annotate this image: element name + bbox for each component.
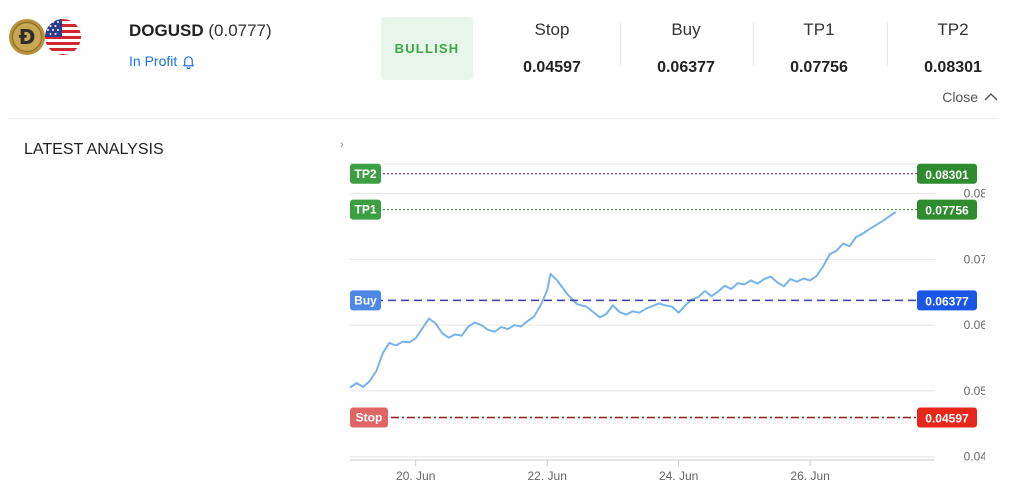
- y-tick-label: 0.06: [964, 318, 985, 332]
- level-value-label: 0.04597: [925, 411, 969, 425]
- level-value-label: 0.06377: [925, 294, 969, 308]
- price-series-line: [349, 211, 897, 389]
- x-tick-label: 22. Jun: [528, 469, 567, 483]
- close-label: Close: [942, 89, 978, 105]
- level-tp1: TP1 0.07756: [754, 20, 884, 77]
- y-tick-label: 0.08: [964, 187, 985, 201]
- level-tag-label: Stop: [356, 410, 383, 424]
- level-buy-label: Buy: [671, 20, 701, 39]
- x-tick-label: 20. Jun: [396, 469, 435, 483]
- divider: [620, 22, 621, 66]
- level-value-tag: [917, 290, 977, 311]
- level-value-label: 0.08301: [925, 168, 969, 182]
- level-stop-value: 0.04597: [523, 59, 581, 76]
- level-tp1-label: TP1: [803, 20, 835, 39]
- level-tp2: TP2 0.08301: [888, 20, 1018, 77]
- instrument-price: (0.0777): [208, 21, 272, 40]
- chevron-up-icon: [984, 93, 998, 101]
- y-tick-label: 0.04: [964, 450, 985, 464]
- level-stop-label: Stop: [534, 20, 570, 39]
- x-tick-label: 26. Jun: [790, 469, 829, 483]
- trade-status-label: In Profit: [129, 53, 178, 69]
- divider: [753, 22, 754, 66]
- instrument-title: DOGUSD (0.0777): [129, 21, 272, 41]
- price-chart: 0.08 0.07 0.06 0.05 0.04 20. Jun 22. Jun 24. Ju…: [349, 163, 985, 483]
- level-value-label: 0.07756: [925, 204, 969, 218]
- level-buy: Buy 0.06377: [621, 20, 751, 77]
- level-tag-label: TP2: [354, 167, 376, 181]
- chevron-right-icon[interactable]: ›: [340, 139, 344, 151]
- level-tag-label: TP1: [354, 203, 376, 217]
- y-tick-label: 0.05: [964, 384, 985, 398]
- level-tp2-label: TP2: [937, 20, 969, 39]
- divider: [887, 22, 888, 66]
- level-tag-buy: [350, 290, 381, 311]
- bell-icon[interactable]: [181, 54, 196, 69]
- level-tag-stop: [350, 407, 388, 428]
- y-tick-label: 0.07: [964, 252, 985, 266]
- level-value-tag: [917, 199, 977, 220]
- header-divider: [8, 118, 998, 119]
- svg-text:Ð: Ð: [19, 25, 36, 49]
- level-stop: Stop 0.04597: [487, 20, 617, 77]
- level-tp1-value: 0.07756: [790, 59, 848, 76]
- level-tag-tp2: [350, 163, 381, 184]
- us-flag-icon: [45, 19, 81, 55]
- x-tick-label: 24. Jun: [659, 469, 698, 483]
- trade-status: In Profit: [129, 53, 196, 69]
- section-title: LATEST ANALYSIS: [24, 141, 164, 158]
- close-button[interactable]: Close: [942, 89, 998, 105]
- level-value-tag: [917, 163, 977, 184]
- level-tag-tp1: [350, 199, 381, 220]
- level-tag-label: Buy: [354, 293, 377, 307]
- instrument-symbol: DOGUSD: [129, 21, 204, 40]
- level-buy-value: 0.06377: [657, 59, 715, 76]
- level-value-tag: [917, 407, 977, 428]
- doge-coin-icon: Ð: [9, 19, 45, 55]
- sentiment-badge: BULLISH: [381, 17, 473, 80]
- level-tp2-value: 0.08301: [924, 59, 982, 76]
